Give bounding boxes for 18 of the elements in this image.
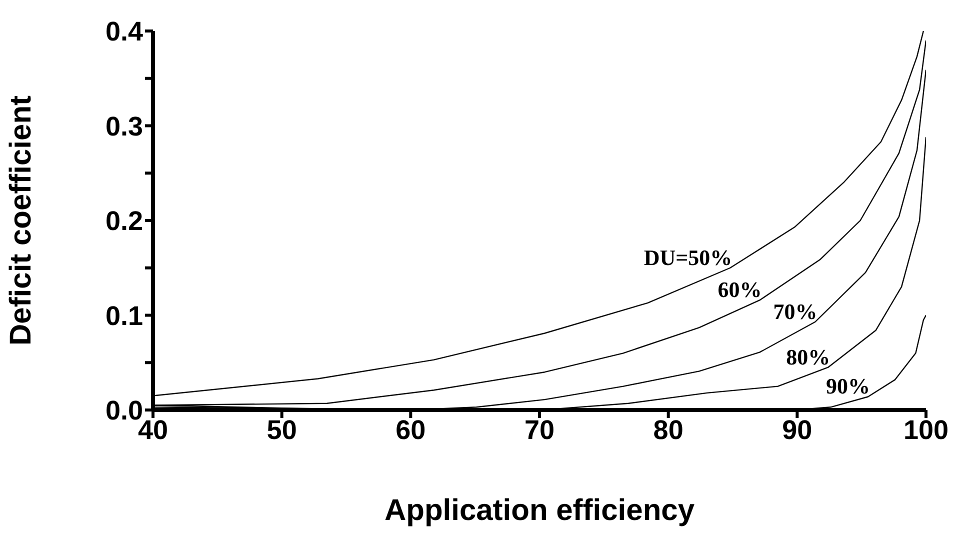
y-tick-label: 0.1 [105,300,143,331]
x-tick-label: 90 [782,415,812,446]
x-tick-label: 60 [396,415,426,446]
x-tick-label: 100 [903,415,949,446]
x-axis-title: Application efficiency [384,494,695,527]
x-tick-label: 50 [266,415,297,446]
y-tick-label: 0.4 [105,16,143,47]
y-tick-label: 0.3 [105,111,143,142]
x-tick-label: 70 [524,415,555,446]
series-label: 90% [826,374,870,399]
y-axis-title: Deficit coefficient [4,95,38,346]
series-label: 70% [773,298,818,324]
series-label: 80% [786,344,830,370]
x-tick-label: 80 [653,415,684,446]
series-label: 60% [718,277,762,302]
y-tick-label: 0.0 [105,396,143,426]
y-tick-label: 0.2 [105,206,143,236]
series-label: DU=50% [644,244,732,270]
